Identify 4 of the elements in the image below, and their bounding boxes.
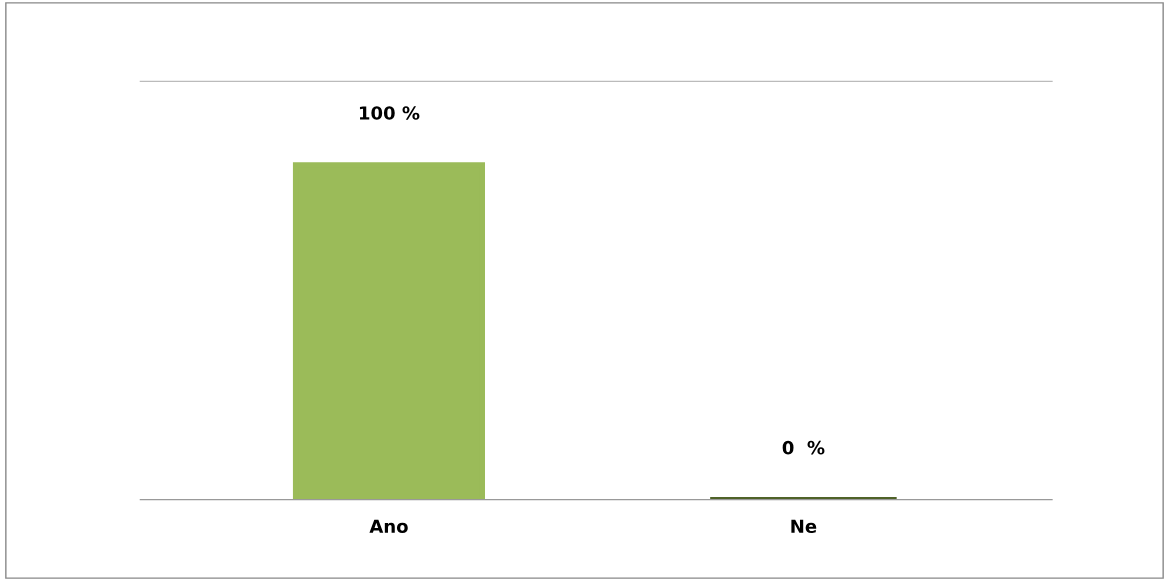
data-label: 100 % xyxy=(359,106,420,120)
data-label: 0 % xyxy=(782,440,825,455)
x-tick-label: Ano xyxy=(369,519,408,534)
x-tick-label: Ne xyxy=(791,519,817,534)
